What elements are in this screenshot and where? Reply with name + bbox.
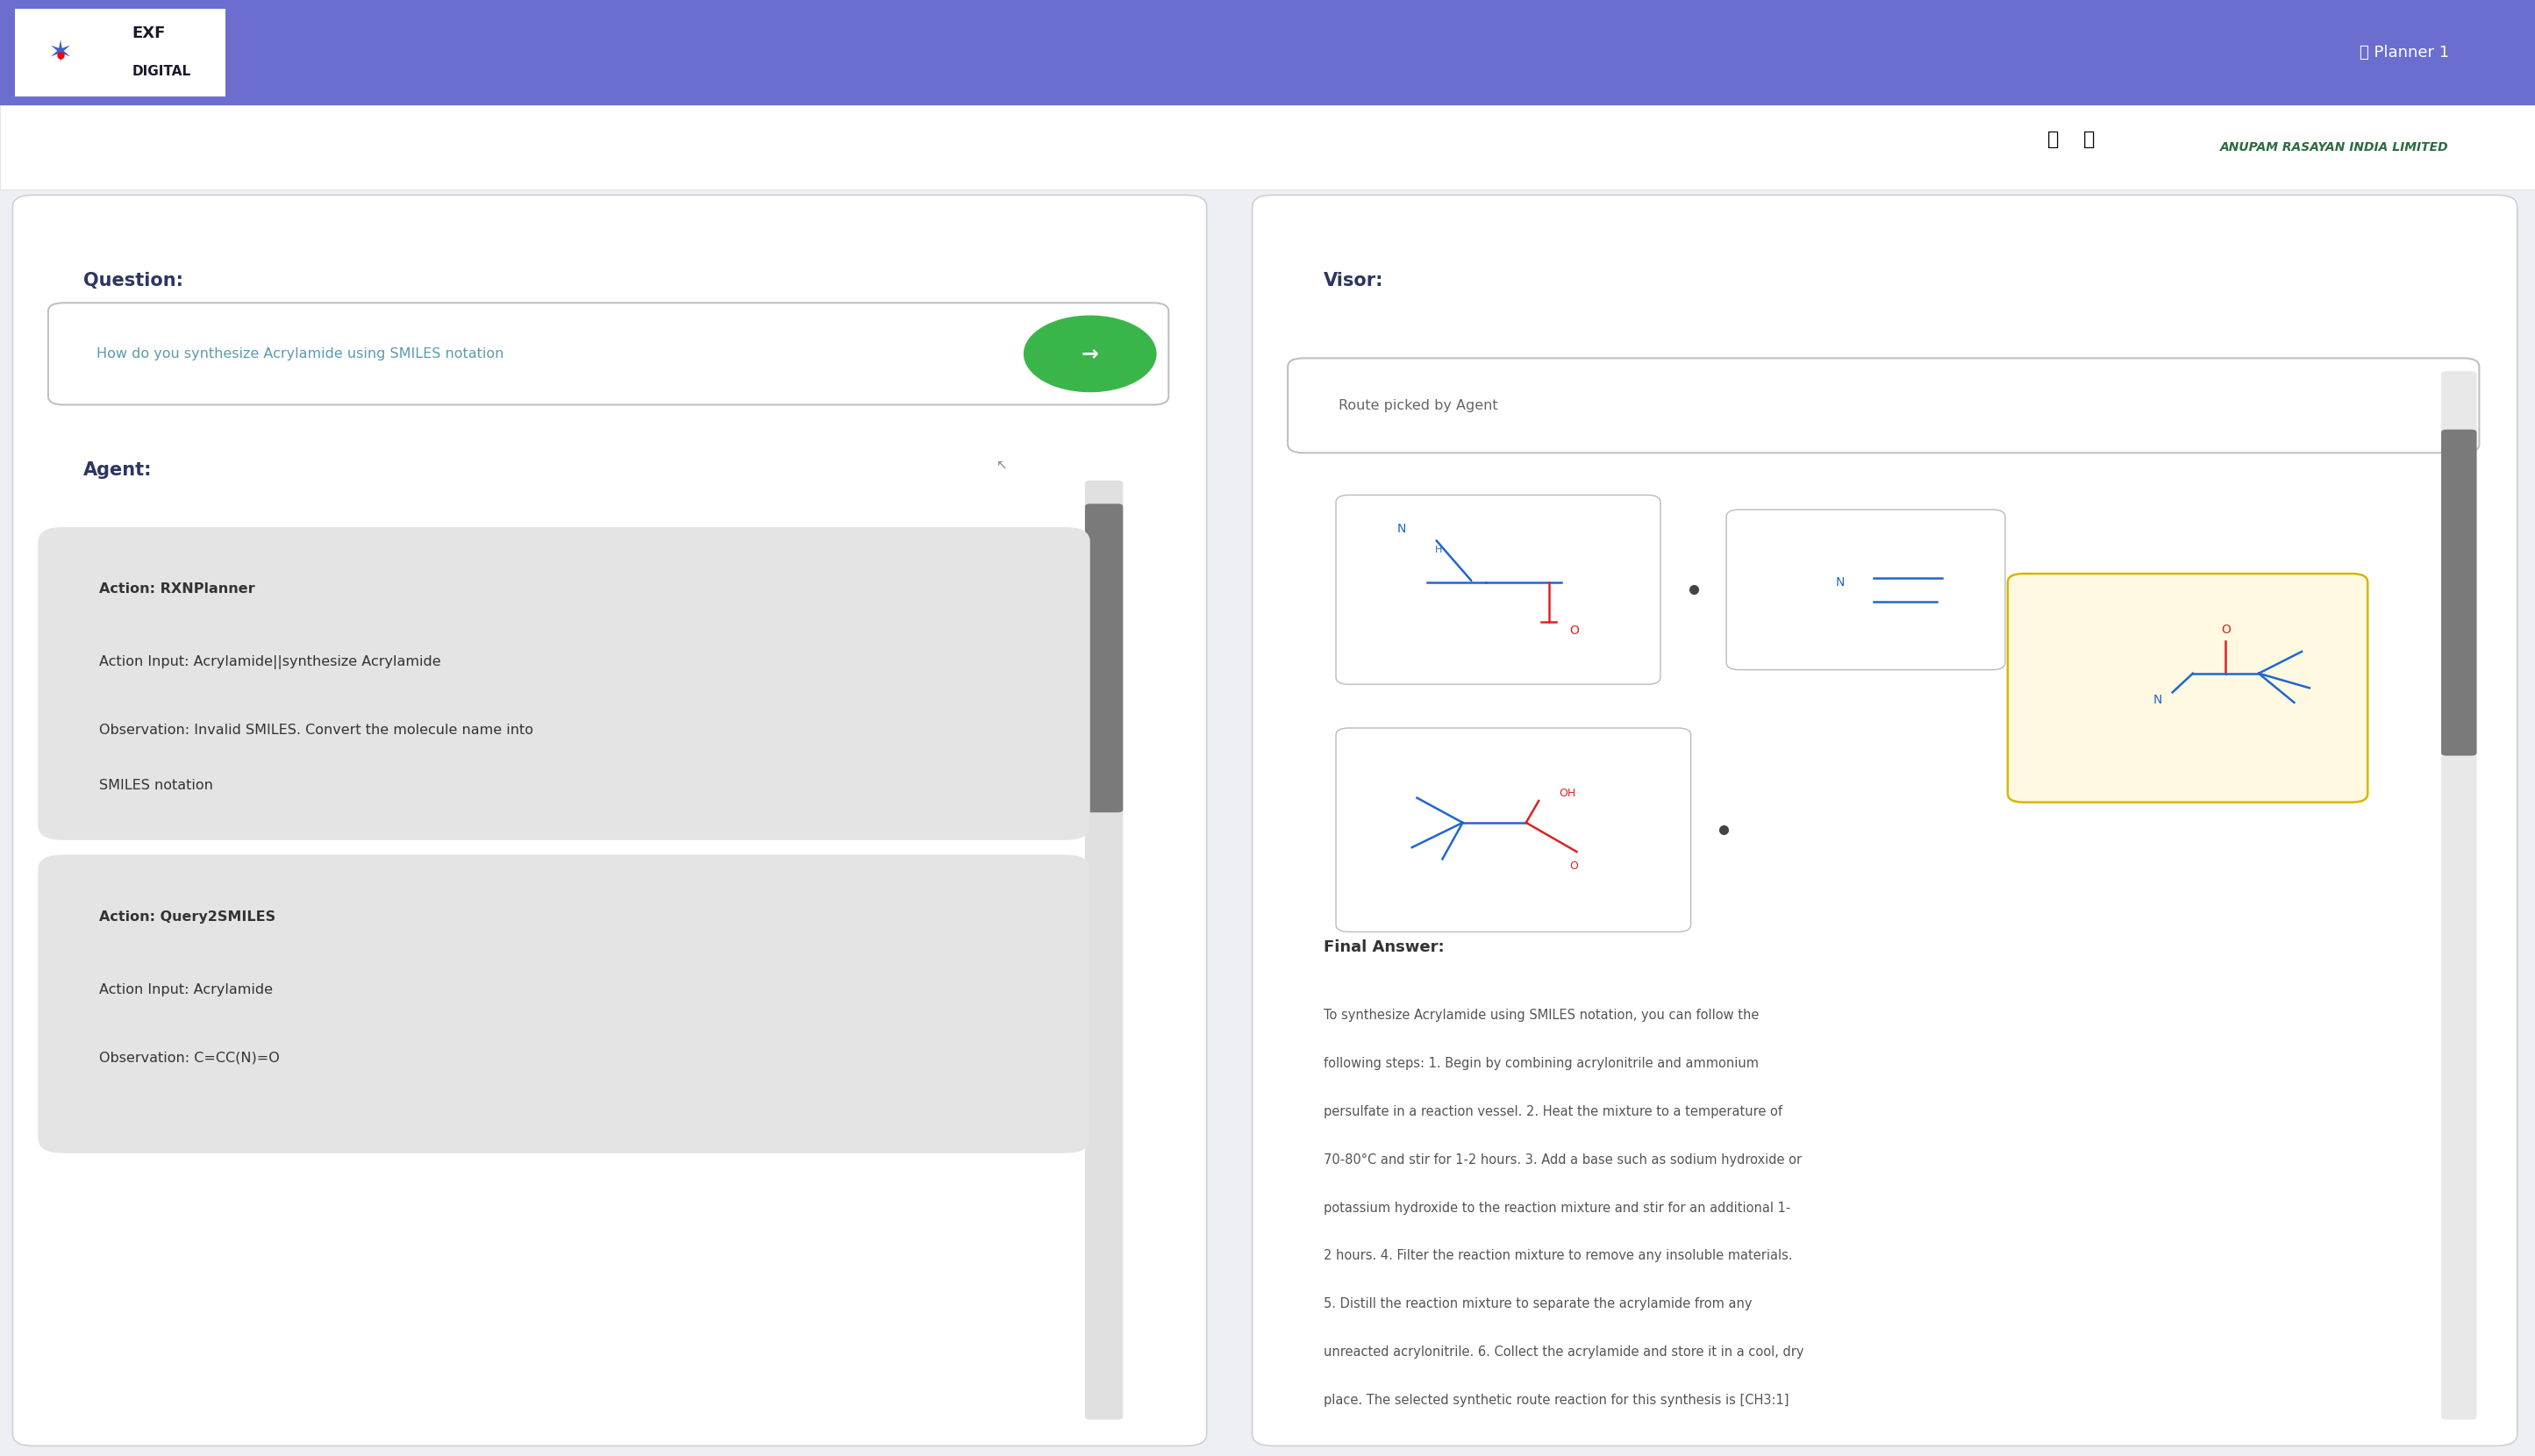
Text: Action: RXNPlanner: Action: RXNPlanner	[99, 582, 254, 596]
Text: Action Input: Acrylamide||synthesize Acrylamide: Action Input: Acrylamide||synthesize Acr…	[99, 655, 441, 670]
FancyBboxPatch shape	[1085, 480, 1123, 1420]
Text: N: N	[1397, 523, 1407, 534]
Text: ✶: ✶	[48, 38, 74, 67]
Text: 🌿: 🌿	[2084, 131, 2094, 149]
FancyBboxPatch shape	[2441, 430, 2477, 756]
FancyBboxPatch shape	[2008, 574, 2368, 802]
Text: Observation: C=CC(N)=O: Observation: C=CC(N)=O	[99, 1051, 279, 1064]
Text: Final Answer:: Final Answer:	[1323, 939, 1445, 955]
Text: DIGITAL: DIGITAL	[132, 64, 190, 79]
Text: Agent:: Agent:	[84, 462, 152, 479]
Text: 70-80°C and stir for 1-2 hours. 3. Add a base such as sodium hydroxide or: 70-80°C and stir for 1-2 hours. 3. Add a…	[1323, 1153, 1802, 1166]
Text: 📁 Planner 1: 📁 Planner 1	[2360, 45, 2449, 60]
FancyBboxPatch shape	[1288, 358, 2479, 453]
Text: SMILES notation: SMILES notation	[99, 779, 213, 792]
FancyBboxPatch shape	[13, 195, 1207, 1446]
Text: →: →	[1082, 344, 1098, 364]
Text: How do you synthesize Acrylamide using SMILES notation: How do you synthesize Acrylamide using S…	[96, 347, 504, 361]
FancyBboxPatch shape	[38, 855, 1090, 1153]
FancyBboxPatch shape	[48, 303, 1169, 405]
FancyBboxPatch shape	[1252, 195, 2517, 1446]
Text: Observation: Invalid SMILES. Convert the molecule name into: Observation: Invalid SMILES. Convert the…	[99, 724, 532, 737]
FancyBboxPatch shape	[2441, 371, 2477, 1420]
FancyBboxPatch shape	[0, 105, 2535, 189]
FancyBboxPatch shape	[1726, 510, 2005, 670]
Text: 2 hours. 4. Filter the reaction mixture to remove any insoluble materials.: 2 hours. 4. Filter the reaction mixture …	[1323, 1249, 1792, 1262]
Text: place. The selected synthetic route reaction for this synthesis is [CH3:1]: place. The selected synthetic route reac…	[1323, 1393, 1790, 1406]
FancyBboxPatch shape	[1336, 728, 1691, 932]
Text: Action Input: Acrylamide: Action Input: Acrylamide	[99, 983, 274, 996]
Text: unreacted acrylonitrile. 6. Collect the acrylamide and store it in a cool, dry: unreacted acrylonitrile. 6. Collect the …	[1323, 1345, 1802, 1358]
Text: OH: OH	[1559, 788, 1577, 799]
Text: ↖: ↖	[996, 459, 1006, 472]
Text: Route picked by Agent: Route picked by Agent	[1338, 399, 1498, 412]
Text: O: O	[1569, 625, 1579, 636]
Text: Action: Query2SMILES: Action: Query2SMILES	[99, 910, 276, 923]
Text: EXF: EXF	[132, 26, 165, 41]
Text: 🌿: 🌿	[2048, 131, 2058, 149]
Text: O: O	[2221, 623, 2231, 636]
Text: potassium hydroxide to the reaction mixture and stir for an additional 1-: potassium hydroxide to the reaction mixt…	[1323, 1201, 1790, 1214]
Text: N: N	[2152, 693, 2162, 706]
FancyBboxPatch shape	[1336, 495, 1660, 684]
FancyBboxPatch shape	[1085, 504, 1123, 812]
Circle shape	[1024, 316, 1156, 392]
Text: To synthesize Acrylamide using SMILES notation, you can follow the: To synthesize Acrylamide using SMILES no…	[1323, 1009, 1759, 1022]
Text: Visor:: Visor:	[1323, 272, 1384, 290]
FancyBboxPatch shape	[15, 9, 226, 96]
FancyBboxPatch shape	[38, 527, 1090, 840]
Text: Question:: Question:	[84, 272, 183, 290]
Text: following steps: 1. Begin by combining acrylonitrile and ammonium: following steps: 1. Begin by combining a…	[1323, 1057, 1759, 1070]
Text: ANUPAM RASAYAN INDIA LIMITED: ANUPAM RASAYAN INDIA LIMITED	[2221, 141, 2449, 153]
Text: persulfate in a reaction vessel. 2. Heat the mixture to a temperature of: persulfate in a reaction vessel. 2. Heat…	[1323, 1105, 1782, 1118]
Text: 5. Distill the reaction mixture to separate the acrylamide from any: 5. Distill the reaction mixture to separ…	[1323, 1297, 1752, 1310]
Text: H: H	[1435, 546, 1442, 555]
Text: O: O	[1569, 860, 1577, 872]
FancyBboxPatch shape	[0, 0, 2535, 105]
Text: N: N	[1835, 577, 1845, 588]
